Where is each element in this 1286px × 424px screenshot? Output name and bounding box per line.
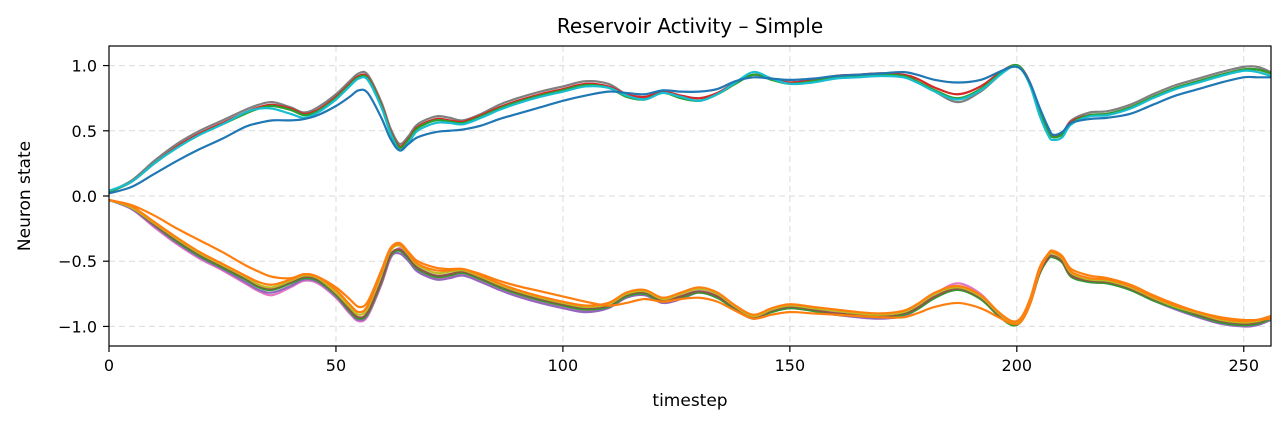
series-line-5 bbox=[109, 65, 1271, 195]
x-tick-label: 100 bbox=[548, 356, 579, 375]
y-tick-label: −0.5 bbox=[58, 252, 97, 271]
series-line-4 bbox=[109, 65, 1271, 192]
x-tick-label: 50 bbox=[326, 356, 346, 375]
y-tick-label: −1.0 bbox=[58, 317, 97, 336]
series-line-7 bbox=[109, 198, 1271, 328]
x-tick-label: 0 bbox=[104, 356, 114, 375]
y-tick-label: 0.5 bbox=[72, 122, 97, 141]
x-axis: 0 50 100 150 200 250 bbox=[104, 346, 1259, 375]
x-axis-label: timestep bbox=[652, 391, 727, 411]
series-line-3 bbox=[109, 63, 1271, 194]
series-line-6 bbox=[109, 198, 1271, 327]
x-tick-label: 200 bbox=[1002, 356, 1033, 375]
y-axis-label: Neuron state bbox=[15, 141, 35, 251]
series-line-9 bbox=[109, 198, 1271, 326]
series-line-12 bbox=[109, 198, 1271, 326]
y-axis: 1.0 0.5 0.0 −0.5 −1.0 bbox=[58, 57, 109, 336]
series-line-2 bbox=[109, 64, 1271, 194]
grid bbox=[108, 46, 1271, 346]
series-line-8 bbox=[109, 198, 1271, 327]
y-tick-label: 1.0 bbox=[72, 57, 97, 76]
series-group bbox=[109, 63, 1271, 328]
x-tick-label: 250 bbox=[1228, 356, 1259, 375]
x-tick-label: 150 bbox=[775, 356, 806, 375]
chart-title: Reservoir Activity – Simple bbox=[557, 14, 823, 38]
series-line-1 bbox=[109, 63, 1271, 194]
y-tick-label: 0.0 bbox=[72, 187, 97, 206]
